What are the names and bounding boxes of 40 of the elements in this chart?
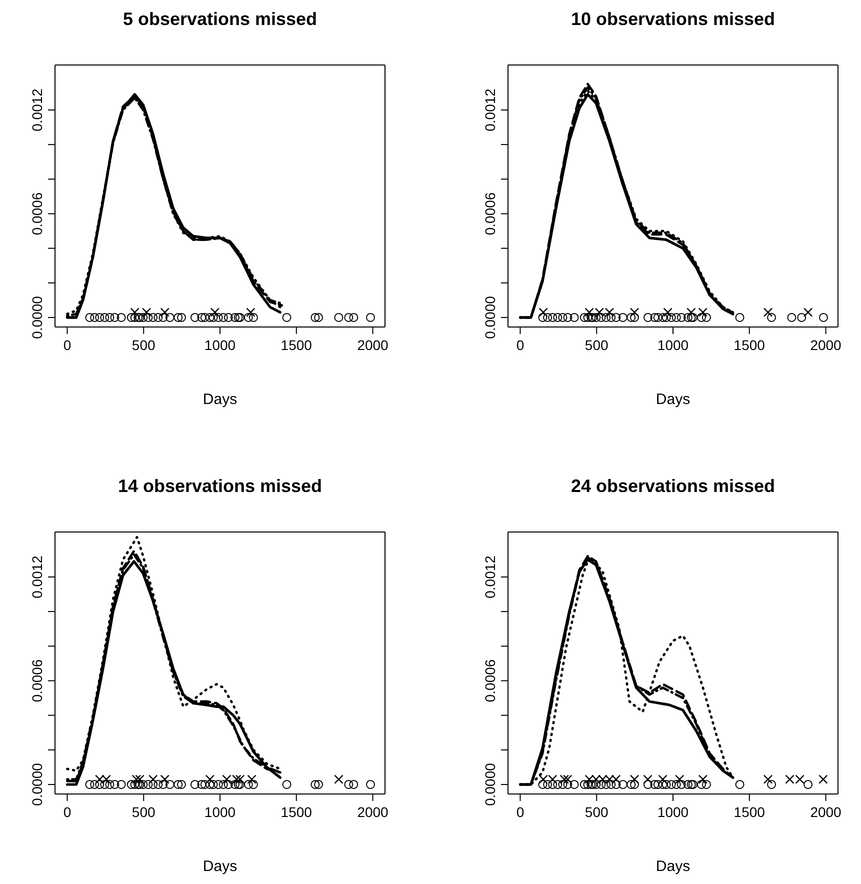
x-tick-label: 2000: [357, 337, 389, 353]
y-tick-label: 0.0012: [482, 555, 498, 598]
x-tick-label: 1500: [280, 804, 312, 820]
x-tick-label: 0: [516, 804, 524, 820]
x-axis-title: Days: [656, 858, 690, 875]
x-tick-label: 500: [584, 804, 609, 820]
y-tick-label: 0.0000: [29, 296, 45, 339]
x-tick-label: 1000: [657, 804, 689, 820]
x-tick-label: 500: [132, 804, 156, 820]
x-tick-label: 1000: [657, 337, 689, 353]
x-tick-label: 2000: [810, 804, 842, 820]
y-tick-label: 0.0012: [29, 555, 45, 598]
x-tick-label: 1500: [734, 804, 766, 820]
y-tick-label: 0.0000: [482, 762, 498, 806]
y-tick-label: 0.0006: [482, 659, 498, 702]
chart-title: 14 observations missed: [116, 475, 324, 497]
x-tick-label: 1000: [204, 337, 236, 353]
x-tick-label: 2000: [810, 337, 842, 353]
y-tick-label: 0.0012: [482, 88, 498, 132]
y-tick-label: 0.0000: [482, 296, 498, 339]
chart-title: 5 observations missed: [122, 8, 318, 30]
y-tick-label: 0.0000: [29, 762, 45, 806]
chart-title: 10 observations missed: [570, 8, 776, 30]
y-tick-label: 0.0012: [29, 88, 45, 132]
y-tick-label: 0.0006: [29, 659, 45, 702]
x-axis-title: Days: [202, 858, 238, 875]
x-tick-label: 500: [584, 337, 609, 353]
x-tick-label: 0: [63, 804, 72, 820]
x-axis-title: Days: [202, 391, 238, 408]
x-tick-label: 1500: [734, 337, 766, 353]
x-axis-title: Days: [656, 391, 690, 408]
chart-title: 24 observations missed: [570, 475, 776, 497]
x-tick-label: 1500: [280, 337, 312, 353]
x-tick-label: 2000: [357, 804, 389, 820]
x-tick-label: 500: [132, 337, 156, 353]
x-tick-label: 1000: [204, 804, 236, 820]
y-tick-label: 0.0006: [482, 192, 498, 236]
x-tick-label: 0: [63, 337, 72, 353]
x-tick-label: 0: [516, 337, 524, 353]
y-tick-label: 0.0006: [29, 192, 45, 236]
